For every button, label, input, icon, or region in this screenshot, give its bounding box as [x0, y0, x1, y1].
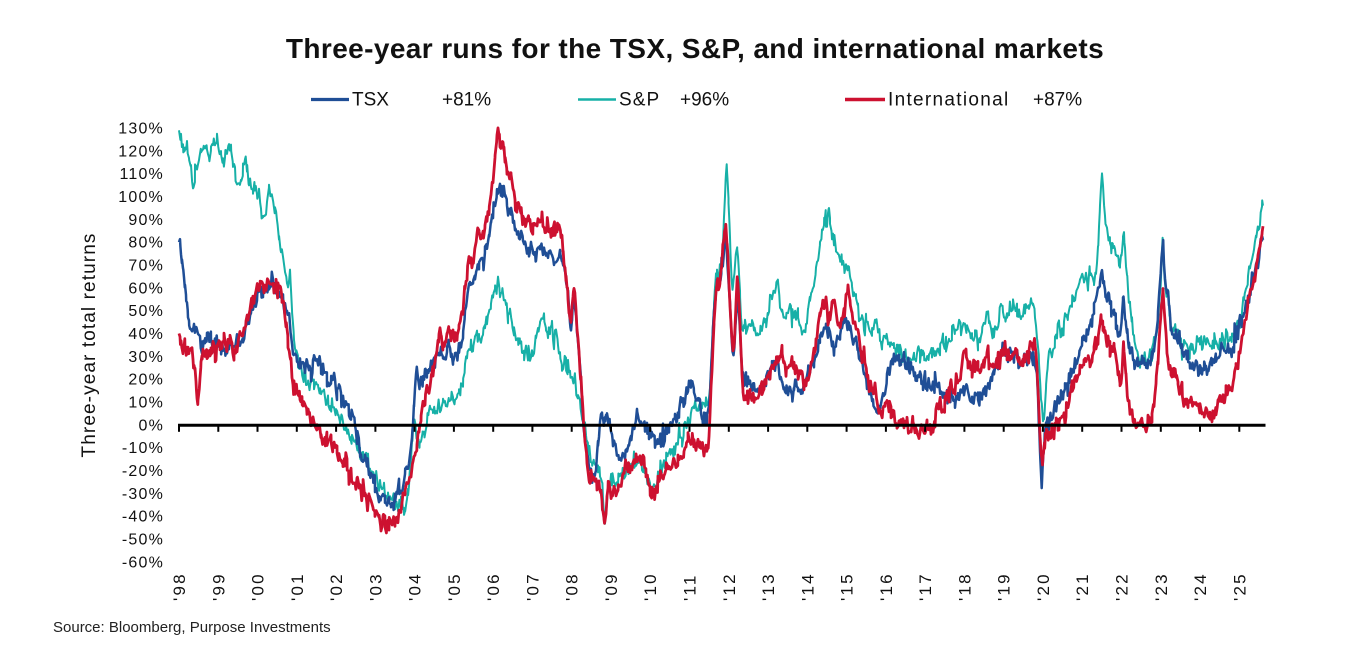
svg-text:'16: '16	[877, 572, 896, 601]
svg-text:Source: Bloomberg, Purpose Inv: Source: Bloomberg, Purpose Investments	[53, 619, 331, 636]
svg-text:'07: '07	[523, 572, 542, 601]
svg-text:60%: 60%	[128, 280, 164, 297]
svg-text:International: International	[888, 90, 1009, 111]
svg-text:'98: '98	[170, 572, 189, 601]
svg-text:-60%: -60%	[122, 554, 164, 571]
svg-text:TSX: TSX	[352, 90, 389, 111]
svg-text:0%: 0%	[138, 417, 164, 434]
svg-text:'22: '22	[1113, 572, 1132, 601]
svg-text:'25: '25	[1230, 572, 1249, 601]
svg-text:90%: 90%	[128, 212, 164, 229]
svg-text:Three-year total returns: Three-year total returns	[79, 233, 100, 458]
svg-text:Three-year runs for the TSX, S: Three-year runs for the TSX, S&P, and in…	[286, 33, 1104, 64]
svg-text:S&P: S&P	[619, 90, 660, 111]
svg-text:+87%: +87%	[1033, 90, 1082, 111]
svg-text:-40%: -40%	[122, 509, 164, 526]
svg-text:'23: '23	[1152, 572, 1171, 601]
svg-text:10%: 10%	[128, 395, 164, 412]
svg-text:'12: '12	[720, 572, 739, 601]
svg-text:'09: '09	[602, 572, 621, 601]
svg-text:'13: '13	[759, 572, 778, 601]
svg-text:80%: 80%	[128, 235, 164, 252]
svg-text:'04: '04	[406, 572, 425, 601]
svg-text:'14: '14	[798, 572, 817, 601]
svg-text:+81%: +81%	[442, 90, 491, 111]
svg-text:'24: '24	[1191, 572, 1210, 601]
svg-text:30%: 30%	[128, 349, 164, 366]
svg-text:-30%: -30%	[122, 486, 164, 503]
svg-text:70%: 70%	[128, 258, 164, 275]
svg-text:'10: '10	[641, 572, 660, 601]
svg-text:'05: '05	[445, 572, 464, 601]
svg-text:'19: '19	[995, 572, 1014, 601]
svg-text:-20%: -20%	[122, 463, 164, 480]
svg-text:50%: 50%	[128, 303, 164, 320]
svg-text:'00: '00	[249, 572, 268, 601]
svg-text:'03: '03	[366, 572, 385, 601]
svg-text:'99: '99	[209, 572, 228, 601]
svg-text:100%: 100%	[118, 189, 164, 206]
svg-text:-50%: -50%	[122, 532, 164, 549]
svg-text:40%: 40%	[128, 326, 164, 343]
svg-text:110%: 110%	[119, 166, 164, 183]
svg-text:'01: '01	[288, 572, 307, 601]
svg-text:130%: 130%	[118, 121, 164, 138]
svg-text:'06: '06	[484, 572, 503, 601]
svg-text:'21: '21	[1073, 572, 1092, 601]
svg-text:'17: '17	[916, 572, 935, 601]
svg-text:'18: '18	[955, 572, 974, 601]
svg-text:'15: '15	[838, 572, 857, 601]
svg-text:20%: 20%	[128, 372, 164, 389]
svg-text:'02: '02	[327, 572, 346, 601]
svg-text:-10%: -10%	[122, 440, 164, 457]
svg-text:'08: '08	[563, 572, 582, 601]
svg-text:'20: '20	[1034, 572, 1053, 601]
svg-text:120%: 120%	[118, 143, 164, 160]
svg-text:'11: '11	[681, 574, 700, 602]
svg-text:+96%: +96%	[680, 90, 729, 111]
